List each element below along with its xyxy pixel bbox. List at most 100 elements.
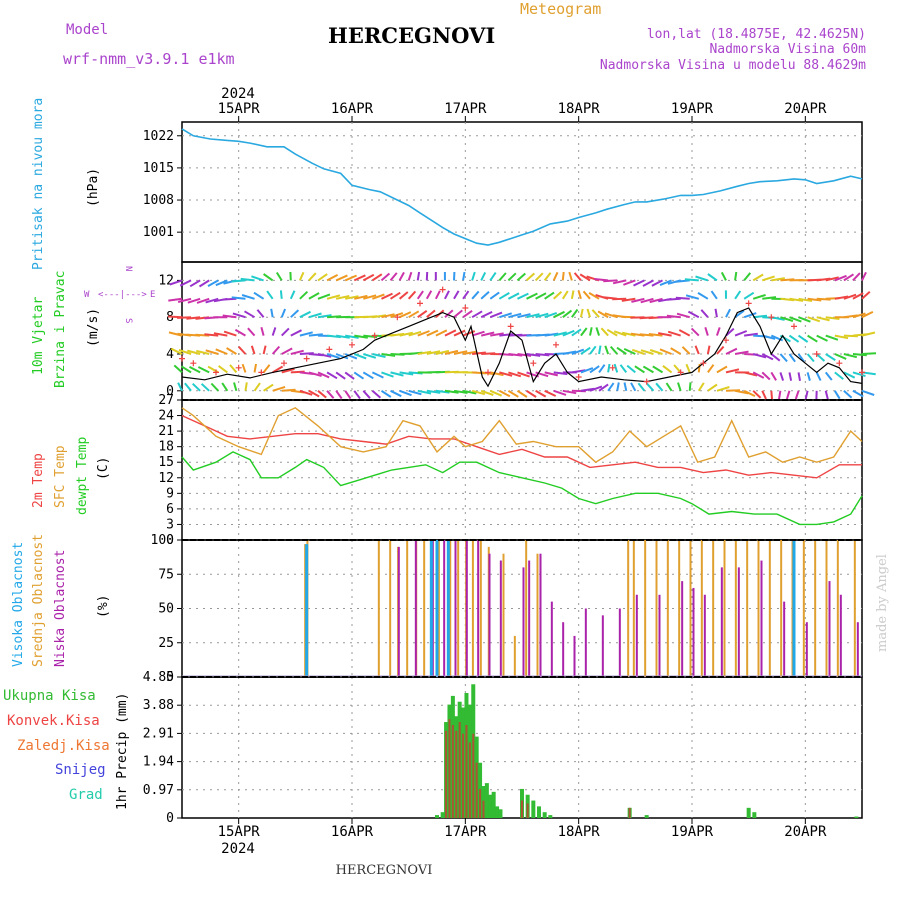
wind-arrow [298, 271, 305, 281]
wind-arrow [275, 271, 283, 281]
gust-marker [213, 369, 219, 376]
gust-marker [190, 360, 197, 367]
wind-arrow [354, 294, 368, 300]
wind-arrow [317, 314, 332, 319]
wind-arrow [640, 349, 654, 355]
wind-arrow [335, 353, 349, 360]
wind-arrow [678, 329, 691, 337]
wind-arrow [205, 297, 219, 304]
wind-arrow [561, 290, 569, 300]
wind-arrow [707, 364, 715, 373]
wind-arrow [471, 330, 485, 337]
wind-arrow [573, 272, 582, 282]
wind-arrow [815, 353, 826, 362]
wind-arrow [390, 312, 404, 319]
wind-arrow [308, 333, 323, 337]
wind-arrow [508, 371, 522, 378]
gust-marker [507, 323, 514, 330]
gust-marker [485, 369, 491, 376]
model-elevation-label: Nadmorska Visina u modelu 88.4629m [600, 58, 866, 73]
wind-arrow [616, 346, 627, 355]
wind-arrow [634, 365, 645, 374]
wind-arrow [780, 316, 794, 322]
wind-arrow [444, 309, 454, 318]
wind-arrow [785, 390, 791, 400]
gust-marker [700, 360, 707, 367]
precip-legend-frozen: Zaledj.Kisa [17, 738, 110, 754]
wind-arrow [797, 353, 805, 363]
precip-legend-conv: Konvek.Kisa [7, 713, 100, 729]
wind-arrow [204, 333, 219, 337]
gust-marker [575, 374, 582, 380]
wind-arrow [517, 353, 532, 357]
wind-arrow [743, 371, 758, 377]
wind-arrow [570, 290, 575, 299]
precip-total-bar [531, 800, 536, 818]
wind-arrow [215, 348, 228, 355]
wind-arrow [516, 389, 528, 398]
y-tick-label: 75 [158, 567, 174, 582]
wind-speed-line [181, 307, 863, 388]
wind-arrow [623, 347, 636, 355]
wind-arrow [372, 353, 386, 358]
y-tick-label: 12 [158, 273, 174, 288]
wind-arrow [251, 275, 264, 282]
wind-arrow [734, 309, 745, 319]
y-tick-label: 9 [166, 486, 174, 501]
wind-arrow [598, 383, 609, 392]
wind-arrow [381, 371, 394, 378]
wind-arrow [535, 292, 547, 300]
wind-arrow [362, 273, 375, 282]
x-date-label-bottom: 20APR [784, 824, 827, 840]
wind-arrow [244, 382, 248, 391]
footer-title: HERCEGNOVI [336, 863, 433, 878]
wind-arrow [335, 390, 343, 400]
y-tick-label: 24 [158, 409, 174, 424]
wind-arrow [553, 310, 565, 319]
page-title: HERCEGNOVI [328, 23, 495, 48]
year-top: 2024 [221, 86, 255, 102]
wind-arrow [222, 297, 237, 301]
wind-arrow [308, 312, 322, 319]
wind-arrow [169, 279, 183, 286]
wind-arrow [861, 291, 871, 300]
wind-arrow [658, 332, 672, 337]
wind-arrow [317, 390, 327, 399]
gust-marker [235, 364, 242, 371]
wind-arrow [184, 382, 192, 392]
wind-arrow [187, 349, 201, 355]
wind-arrow [761, 275, 775, 282]
precip-conv-bar [468, 742, 471, 818]
wind-arrow [353, 371, 365, 380]
compass-icon: N W E S <---|---> [84, 266, 155, 323]
wind-arrow [586, 308, 591, 318]
wind-arrow [697, 292, 709, 300]
wind-arrow [700, 309, 709, 318]
wind-arrow [453, 389, 468, 394]
wind-arrow [444, 389, 459, 394]
wind-arrow [344, 274, 357, 282]
wind-arrow [299, 389, 313, 396]
precip-conv-bar [628, 807, 631, 818]
gust-marker [462, 305, 469, 311]
wind-arrow [743, 389, 756, 397]
wind-arrow [353, 353, 367, 360]
wind-arrow [180, 365, 192, 374]
wind-arrow [516, 272, 526, 282]
wind-arrow [725, 327, 735, 337]
wind-arrow [861, 389, 875, 396]
wind-arrow [271, 327, 277, 336]
wind-arrow [861, 271, 867, 281]
wind-arrow [816, 334, 828, 342]
wind-arrow [752, 293, 766, 300]
wind-arrow [317, 353, 332, 358]
wind-arrow [197, 366, 210, 374]
y-tick-label: 18 [158, 440, 174, 455]
wind-arrow [788, 372, 793, 381]
wind-arrow [499, 333, 514, 337]
wind-arrow [271, 345, 281, 355]
y-tick-label: 3 [166, 517, 174, 532]
y-tick-label: 8 [166, 310, 174, 325]
wind-arrow [600, 327, 609, 337]
wind-arrow [435, 329, 448, 337]
